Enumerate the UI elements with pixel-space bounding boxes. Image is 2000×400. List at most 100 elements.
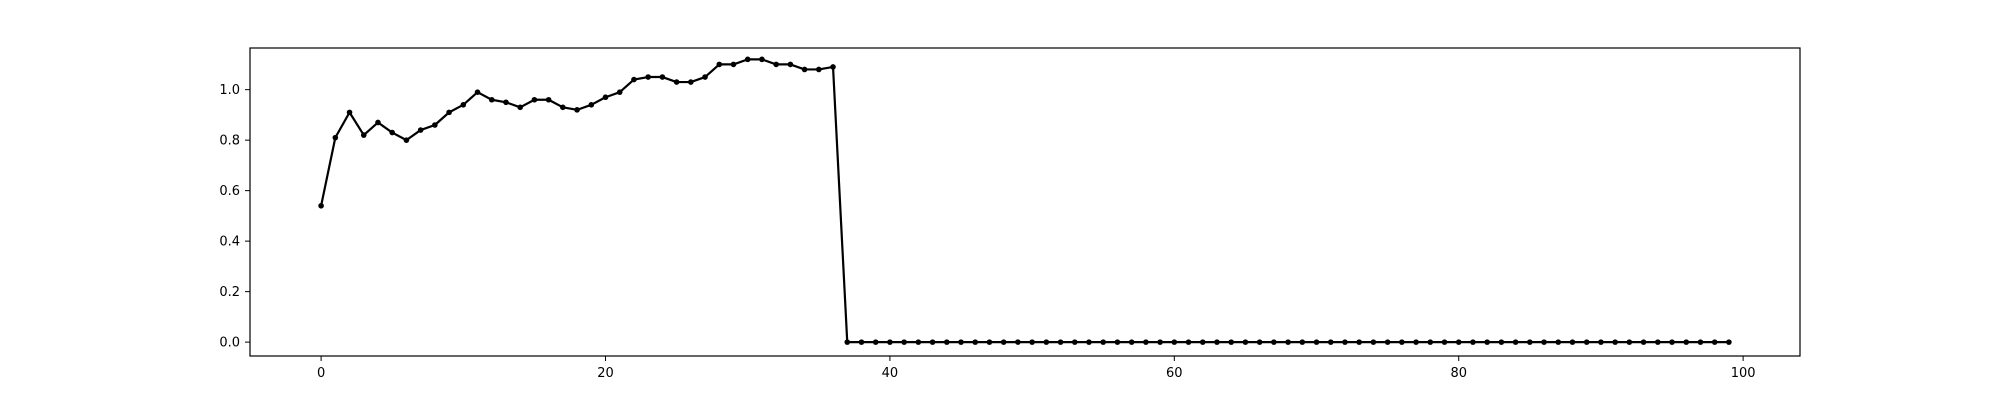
data-point bbox=[346, 109, 353, 116]
data-point bbox=[1726, 339, 1732, 345]
data-point bbox=[986, 339, 993, 345]
data-point bbox=[1654, 339, 1661, 345]
data-point bbox=[1669, 339, 1675, 345]
data-point bbox=[1015, 339, 1021, 345]
data-point bbox=[1029, 339, 1035, 345]
data-point bbox=[1484, 339, 1490, 345]
data-point bbox=[460, 102, 467, 108]
data-point bbox=[1171, 339, 1178, 345]
data-point bbox=[659, 74, 666, 80]
data-point bbox=[773, 61, 779, 68]
data-point bbox=[1370, 339, 1377, 345]
data-point bbox=[915, 339, 922, 345]
y-tick-label: 0.0 bbox=[219, 336, 240, 351]
data-point bbox=[787, 61, 794, 68]
x-tick-label: 80 bbox=[1450, 366, 1467, 381]
x-axis: 0 20 40 60 80 100 bbox=[317, 356, 1756, 381]
data-point bbox=[858, 339, 865, 345]
data-point bbox=[1199, 339, 1206, 345]
data-point bbox=[389, 129, 396, 136]
data-point bbox=[1455, 339, 1462, 345]
x-tick-label: 100 bbox=[1731, 366, 1756, 381]
y-tick-label: 1.0 bbox=[219, 83, 240, 98]
data-point bbox=[830, 64, 836, 70]
data-point bbox=[702, 74, 708, 80]
data-point bbox=[1541, 339, 1547, 345]
data-point bbox=[517, 104, 523, 111]
data-point bbox=[1441, 339, 1448, 345]
data-point bbox=[1413, 339, 1419, 345]
data-point bbox=[1214, 339, 1220, 345]
data-point bbox=[759, 56, 765, 63]
axes-frame bbox=[249, 47, 1801, 357]
data-point bbox=[1100, 339, 1107, 345]
data-point bbox=[332, 134, 339, 141]
data-point bbox=[816, 66, 822, 73]
data-point bbox=[1256, 339, 1263, 345]
data-point bbox=[1327, 339, 1334, 345]
data-point bbox=[958, 339, 964, 345]
data-point bbox=[1285, 339, 1291, 345]
data-point bbox=[1299, 339, 1306, 345]
data-point bbox=[1612, 339, 1618, 345]
y-tick-label: 0.4 bbox=[219, 235, 240, 250]
data-point bbox=[588, 102, 595, 108]
data-point bbox=[1598, 339, 1604, 345]
x-tick-label: 60 bbox=[1166, 366, 1183, 381]
data-point bbox=[1185, 339, 1192, 345]
data-point bbox=[1313, 339, 1320, 345]
data-point bbox=[432, 122, 438, 128]
data-point bbox=[545, 96, 552, 103]
data-point bbox=[901, 339, 907, 345]
data-point bbox=[602, 94, 609, 101]
y-tick-label: 0.8 bbox=[219, 134, 240, 149]
data-point bbox=[1640, 339, 1647, 345]
data-point bbox=[1697, 339, 1704, 345]
data-point bbox=[929, 339, 936, 345]
data-point bbox=[1271, 339, 1277, 345]
data-point bbox=[1555, 339, 1562, 345]
data-point bbox=[1399, 339, 1405, 345]
data-point bbox=[887, 339, 893, 345]
data-point bbox=[1043, 339, 1050, 345]
data-point bbox=[1057, 339, 1064, 345]
data-point bbox=[1071, 339, 1078, 345]
data-point bbox=[1711, 339, 1718, 345]
y-tick-label: 0.6 bbox=[219, 184, 240, 199]
data-point bbox=[844, 339, 851, 345]
series-markers bbox=[318, 56, 1732, 345]
data-point bbox=[417, 127, 424, 133]
data-point bbox=[631, 76, 637, 83]
data-point bbox=[1626, 339, 1633, 345]
data-point bbox=[560, 104, 566, 111]
data-point bbox=[503, 99, 509, 106]
data-point bbox=[1342, 339, 1348, 345]
data-point bbox=[1114, 339, 1121, 345]
data-point bbox=[375, 119, 381, 126]
y-tick-label: 0.2 bbox=[219, 285, 240, 300]
data-point bbox=[616, 89, 623, 95]
data-point bbox=[531, 96, 538, 103]
data-point bbox=[1683, 339, 1690, 345]
data-point bbox=[1470, 339, 1476, 345]
data-point bbox=[1569, 339, 1576, 345]
data-point bbox=[1143, 339, 1149, 345]
data-point bbox=[574, 107, 580, 113]
data-point bbox=[1242, 339, 1249, 345]
data-point bbox=[645, 74, 651, 80]
x-tick-label: 0 bbox=[317, 366, 325, 381]
data-point bbox=[943, 339, 950, 345]
data-point bbox=[1128, 339, 1135, 345]
data-point bbox=[474, 89, 481, 95]
data-point bbox=[744, 56, 751, 63]
data-point bbox=[1498, 339, 1505, 345]
data-point bbox=[1427, 339, 1434, 345]
data-point bbox=[730, 61, 737, 68]
y-axis: 0.0 0.2 0.4 0.6 0.8 1.0 bbox=[219, 83, 250, 351]
data-point bbox=[872, 339, 879, 345]
data-point bbox=[1384, 339, 1391, 345]
data-point bbox=[446, 109, 452, 116]
data-point bbox=[1356, 339, 1362, 345]
data-point bbox=[801, 66, 808, 73]
